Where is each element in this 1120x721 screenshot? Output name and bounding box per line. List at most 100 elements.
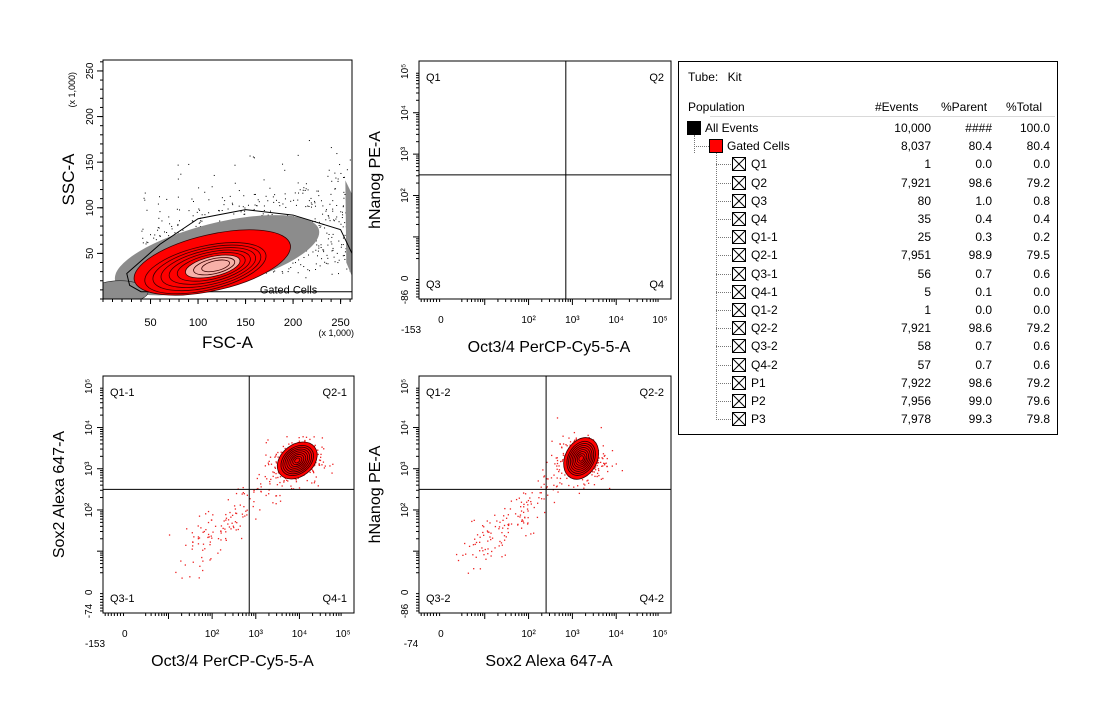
event-dot — [610, 147, 611, 148]
tree-connector — [716, 364, 731, 366]
event-dot — [310, 197, 312, 199]
event-dot — [618, 159, 619, 160]
event-dot — [198, 187, 200, 189]
event-dot — [462, 554, 464, 556]
event-dot — [332, 249, 334, 251]
event-dot — [337, 178, 339, 180]
population-row[interactable]: Gated Cells 8,037 80.4 80.4 — [679, 138, 1057, 156]
event-dot — [180, 560, 182, 562]
event-dot — [524, 202, 525, 203]
population-row[interactable]: Q1 1 0.0 0.0 — [679, 156, 1057, 174]
population-total: 79.6 — [1026, 394, 1050, 408]
event-dot — [586, 188, 587, 189]
event-dot — [578, 165, 579, 166]
event-dot — [515, 236, 516, 237]
event-dot — [646, 158, 647, 159]
population-row[interactable]: Q3-1 56 0.7 0.6 — [679, 266, 1057, 284]
x-tick-label: 10³ — [249, 629, 264, 640]
event-dot — [483, 534, 485, 536]
density-contour — [286, 450, 309, 471]
event-dot — [603, 148, 604, 149]
population-row[interactable]: P2 7,956 99.0 79.6 — [679, 393, 1057, 411]
x-axis-label: Oct3/4 PerCP-Cy5-5-A — [468, 339, 631, 356]
event-dot — [210, 535, 212, 537]
event-dot — [197, 525, 199, 527]
event-dot — [533, 235, 534, 236]
event-dot — [611, 139, 612, 140]
event-dot — [499, 219, 500, 220]
event-dot — [480, 237, 481, 238]
population-total: 79.5 — [1026, 248, 1050, 263]
population-row[interactable]: P1 7,922 98.6 79.2 — [679, 375, 1057, 393]
event-dot — [333, 220, 335, 222]
population-row[interactable]: Q2-2 7,921 98.6 79.2 — [679, 320, 1057, 338]
population-row[interactable]: Q2 7,921 98.6 79.2 — [679, 175, 1057, 193]
population-row[interactable]: Q3 80 1.0 0.8 — [679, 193, 1057, 211]
event-dot — [523, 503, 525, 506]
event-dot — [285, 206, 287, 208]
event-dot — [317, 250, 319, 252]
event-dot — [590, 161, 591, 162]
event-dot — [313, 436, 315, 438]
event-dot — [605, 146, 606, 147]
event-dot — [616, 167, 617, 168]
population-row[interactable]: Q4-2 57 0.7 0.6 — [679, 357, 1057, 375]
population-parent: 99.3 — [968, 412, 992, 427]
population-row[interactable]: P3 7,978 99.3 79.8 — [679, 411, 1057, 429]
event-dot — [265, 442, 267, 444]
event-dot — [618, 166, 619, 167]
event-dot — [332, 210, 334, 212]
quadrant-label: Q1-2 — [426, 387, 450, 399]
event-dot — [530, 533, 532, 535]
event-dot — [256, 205, 258, 207]
event-dot — [603, 162, 604, 163]
event-dot — [597, 462, 600, 464]
event-dot — [322, 205, 324, 207]
event-dot — [603, 134, 604, 135]
event-dot — [624, 144, 625, 145]
x-axis-label: Oct3/4 PerCP-Cy5-5-A — [151, 653, 314, 670]
event-dot — [308, 254, 310, 256]
event-dot — [617, 159, 618, 160]
event-dot — [614, 135, 615, 136]
event-dot — [586, 161, 587, 162]
event-dot — [625, 136, 626, 137]
event-dot — [615, 135, 616, 136]
event-dot — [199, 221, 201, 223]
population-events: 7,921 — [900, 175, 931, 190]
event-dot — [340, 246, 342, 248]
population-row[interactable]: Q4 35 0.4 0.4 — [679, 211, 1057, 229]
event-dot — [246, 494, 249, 496]
x-tick-label: 50 — [144, 317, 156, 329]
event-dot — [279, 494, 281, 497]
population-row[interactable]: Q1-1 25 0.3 0.2 — [679, 229, 1057, 247]
event-dot — [628, 164, 629, 165]
event-dot — [597, 179, 598, 180]
population-events: 5 — [924, 284, 931, 299]
event-dot — [142, 228, 144, 230]
event-dot — [287, 480, 289, 482]
population-row[interactable]: All Events 10,000 #### 100.0 — [679, 120, 1057, 138]
population-events: 10,000 — [894, 121, 931, 135]
population-row[interactable]: Q3-2 58 0.7 0.6 — [679, 338, 1057, 356]
x-tick-label: 10² — [521, 629, 536, 640]
event-dot — [504, 507, 506, 510]
event-dot — [336, 216, 338, 218]
event-dot — [619, 147, 620, 148]
event-dot — [338, 273, 340, 275]
event-dot — [198, 208, 200, 210]
event-dot — [332, 200, 334, 202]
population-parent: 98.6 — [968, 375, 992, 390]
population-name: Q3-1 — [751, 266, 778, 281]
event-dot — [606, 141, 607, 142]
density-contour — [201, 259, 230, 273]
event-dot — [602, 477, 604, 480]
population-row[interactable]: Q4-1 5 0.1 0.0 — [679, 284, 1057, 302]
event-dot — [616, 145, 617, 146]
event-dot — [489, 536, 491, 538]
event-dot — [610, 140, 611, 141]
population-row[interactable]: Q1-2 1 0.0 0.0 — [679, 302, 1057, 320]
population-row[interactable]: Q2-1 7,951 98.9 79.5 — [679, 247, 1057, 265]
y-tick-label: 0 — [400, 275, 411, 281]
event-dot — [319, 265, 321, 267]
